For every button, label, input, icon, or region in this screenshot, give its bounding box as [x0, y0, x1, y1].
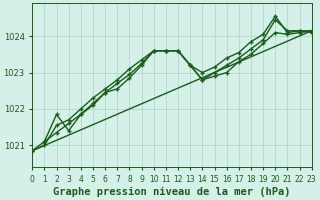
X-axis label: Graphe pression niveau de la mer (hPa): Graphe pression niveau de la mer (hPa)	[53, 186, 291, 197]
